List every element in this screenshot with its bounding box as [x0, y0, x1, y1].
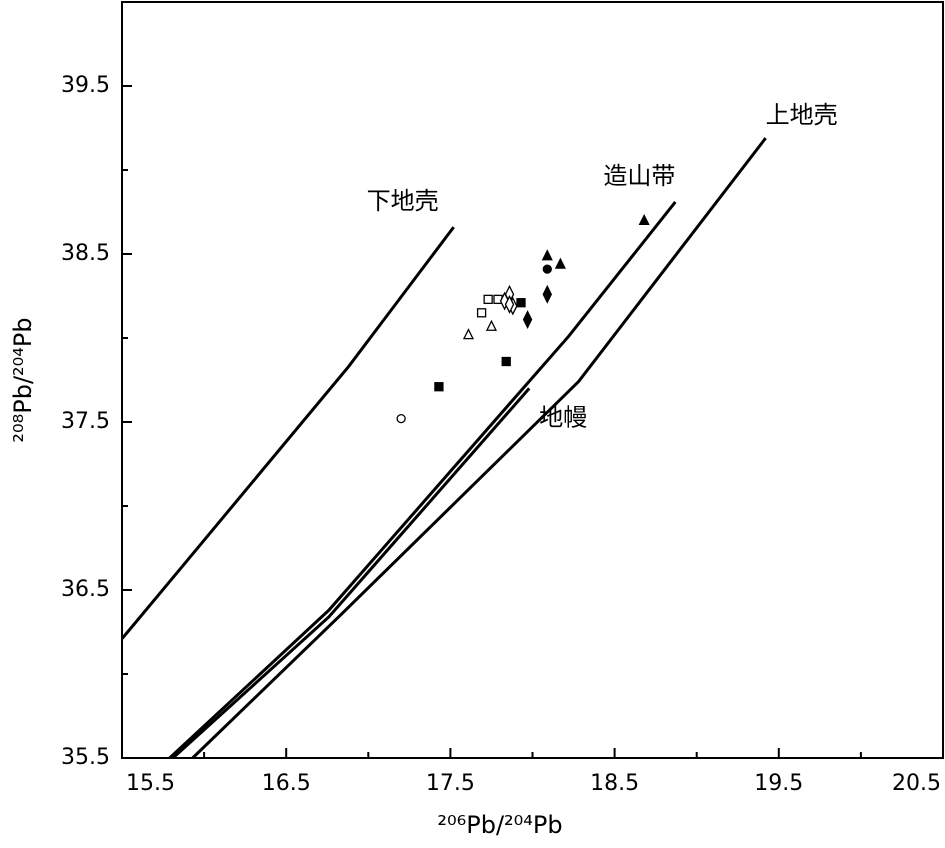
curve-label: 上地壳 [766, 101, 838, 129]
y-tick-label: 39.5 [61, 73, 110, 98]
x-tick-label: 19.5 [754, 771, 803, 796]
x-tick-label: 18.5 [590, 771, 639, 796]
point [541, 249, 553, 261]
curve-label: 造山带 [603, 162, 675, 190]
point [434, 382, 444, 392]
point [396, 413, 406, 424]
point [542, 264, 552, 274]
point [501, 356, 511, 367]
curve [120, 226, 455, 640]
curve-label: 下地壳 [367, 187, 439, 215]
y-tick-label: 35.5 [61, 745, 110, 770]
x-tick-label: 16.5 [262, 771, 311, 796]
y-tick-label: 36.5 [61, 577, 110, 602]
y-tick-label: 38.5 [61, 241, 110, 266]
point [504, 294, 515, 314]
curve-label: 地幔 [539, 403, 587, 431]
point [483, 294, 493, 305]
x-tick-label: 17.5 [426, 771, 475, 796]
y-tick-label: 37.5 [61, 409, 110, 434]
point [542, 284, 553, 304]
x-tick-label: 20.5 [892, 771, 941, 796]
point [522, 310, 533, 329]
x-tick-label: 15.5 [126, 771, 175, 796]
curve [168, 200, 677, 760]
point [476, 308, 487, 318]
point [554, 257, 566, 269]
point [516, 298, 526, 308]
point [485, 319, 498, 331]
y-axis-label: ²⁰⁸Pb/²⁰⁴Pb [9, 317, 37, 442]
x-axis-label: ²⁰⁶Pb/²⁰⁴Pb [437, 811, 562, 839]
point [462, 328, 475, 340]
point [638, 213, 650, 226]
curve [191, 137, 767, 760]
curve [171, 387, 531, 760]
